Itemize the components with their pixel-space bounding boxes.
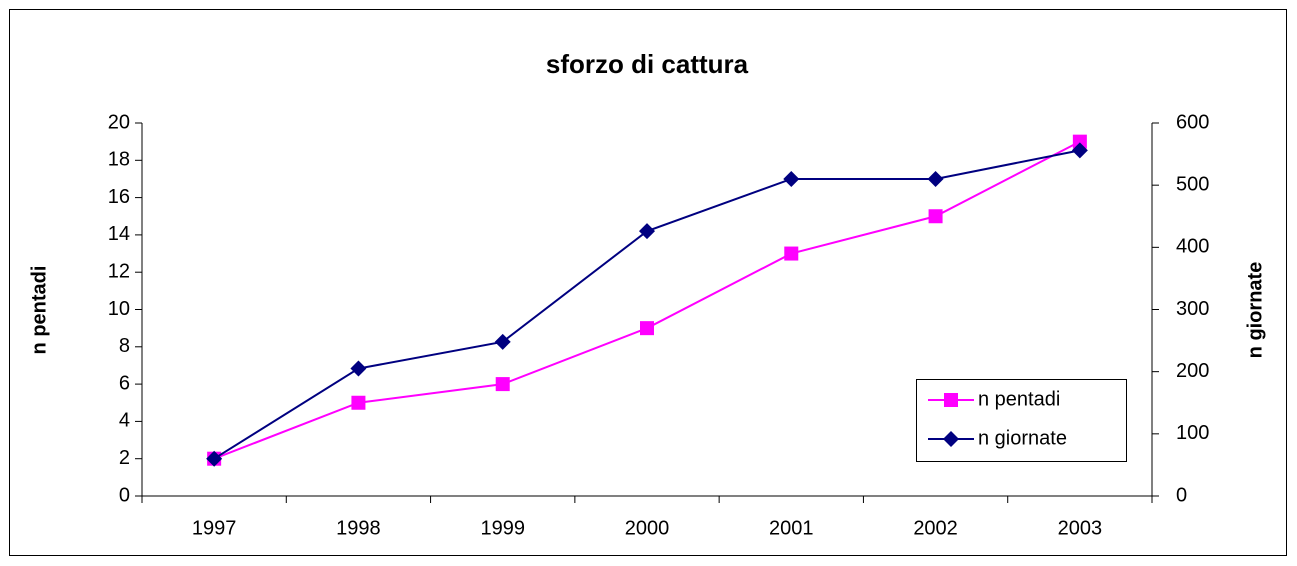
marker (206, 450, 223, 467)
chart-border (9, 9, 1287, 556)
marker (783, 170, 800, 187)
y-tick-label: 16 (108, 186, 130, 208)
legend-label: n giornate (978, 427, 1067, 449)
legend-label: n pentadi (978, 388, 1060, 410)
marker (784, 246, 799, 261)
y2-tick-label: 100 (1176, 422, 1209, 444)
y-tick-label: 20 (108, 111, 130, 133)
y-tick-label: 14 (108, 223, 130, 245)
y-tick-label: 2 (119, 447, 130, 469)
marker (1072, 134, 1087, 149)
marker (927, 170, 944, 187)
marker (639, 223, 655, 240)
marker (944, 393, 958, 407)
x-tick-label: 1997 (192, 517, 237, 539)
y-tick-label: 12 (108, 260, 130, 282)
y-tick-label: 6 (119, 372, 130, 394)
x-tick-label: 2001 (769, 517, 814, 539)
x-tick-label: 2003 (1058, 517, 1103, 539)
y2-axis-label: n giornate (1244, 262, 1266, 359)
marker (350, 360, 367, 377)
x-tick-label: 1998 (336, 517, 381, 539)
y2-tick-label: 200 (1176, 360, 1209, 382)
marker (1071, 142, 1088, 159)
marker (928, 209, 943, 224)
y-tick-label: 0 (119, 484, 130, 506)
y2-tick-label: 0 (1176, 484, 1187, 506)
marker (640, 321, 654, 336)
y-tick-label: 4 (119, 410, 130, 432)
chart-title: sforzo di cattura (546, 49, 749, 79)
x-tick-label: 1999 (480, 517, 525, 539)
y2-tick-label: 500 (1176, 173, 1209, 195)
y-tick-label: 18 (108, 149, 130, 171)
x-tick-label: 2002 (913, 517, 958, 539)
marker (351, 395, 366, 410)
y2-tick-label: 300 (1176, 298, 1209, 320)
y2-tick-label: 400 (1176, 236, 1209, 258)
y2-tick-label: 600 (1176, 111, 1209, 133)
y-axis-label: n pentadi (28, 266, 50, 355)
x-tick-label: 2000 (625, 517, 670, 539)
marker (494, 333, 511, 350)
marker (495, 377, 510, 392)
y-tick-label: 8 (119, 335, 130, 357)
y-tick-label: 10 (108, 298, 130, 320)
marker (943, 431, 959, 447)
